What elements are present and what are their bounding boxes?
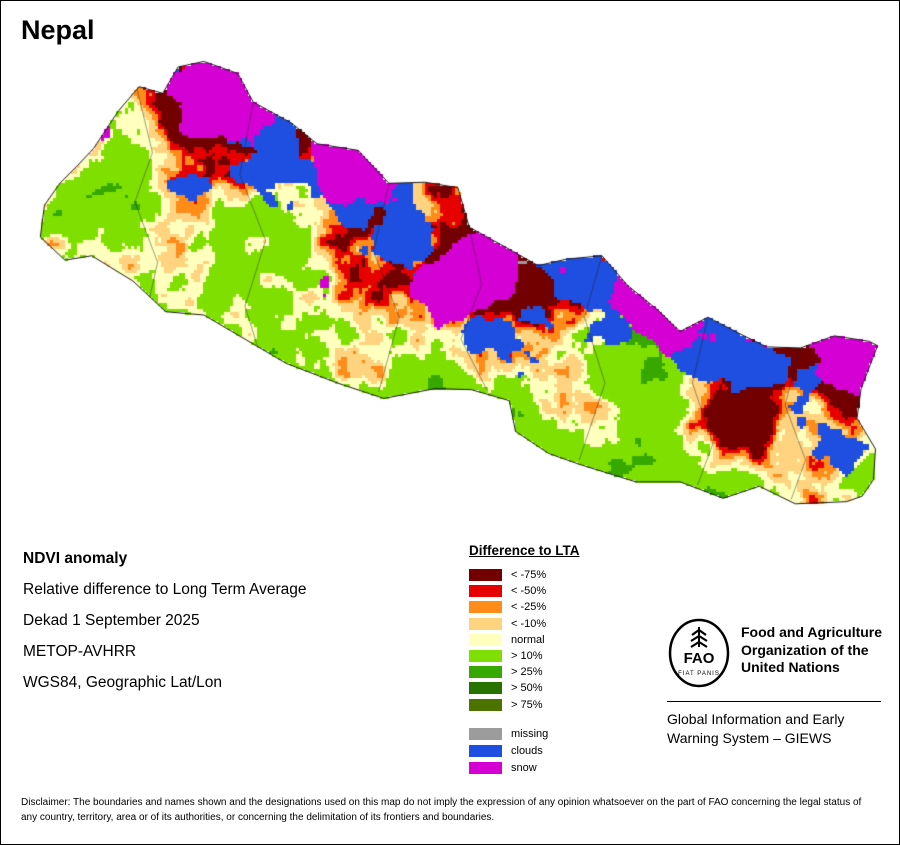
legend-title: Difference to LTA bbox=[469, 543, 580, 558]
fao-logo: FAO FIAT PANIS bbox=[667, 617, 731, 689]
product-description: Relative difference to Long Term Average bbox=[23, 581, 307, 598]
legend-label: > 75% bbox=[511, 698, 543, 711]
legend-item: > 25% bbox=[469, 664, 580, 680]
giews-line: Global Information and Early bbox=[667, 711, 845, 727]
legend-swatch bbox=[469, 762, 502, 775]
legend-swatch bbox=[469, 585, 502, 598]
legend-item: < -50% bbox=[469, 583, 580, 599]
disclaimer: Disclaimer: The boundaries and names sho… bbox=[21, 797, 862, 823]
product-sensor: METOP-AVHRR bbox=[23, 643, 137, 660]
legend-swatch bbox=[469, 745, 502, 758]
giews-line: Warning System – GIEWS bbox=[667, 730, 832, 746]
fao-emblem-icon: FAO FIAT PANIS bbox=[668, 618, 730, 688]
fao-org-line: Organization of the bbox=[741, 641, 869, 658]
legend-swatch bbox=[469, 617, 502, 630]
legend-label: < -50% bbox=[511, 585, 547, 598]
fao-org-name: Food and Agriculture Organization of the… bbox=[741, 624, 882, 677]
legend: Difference to LTA < -75% < -50% < -25% <… bbox=[469, 543, 580, 777]
legend-label: < -25% bbox=[511, 601, 547, 614]
legend-label: missing bbox=[511, 728, 549, 741]
legend-label: normal bbox=[511, 633, 545, 646]
fao-org-line: United Nations bbox=[741, 659, 840, 675]
legend-item: < -75% bbox=[469, 567, 580, 583]
fao-org-line: Food and Agriculture bbox=[741, 624, 883, 640]
legend-swatch bbox=[469, 601, 502, 614]
legend-label: < -75% bbox=[511, 569, 547, 582]
legend-swatch bbox=[469, 666, 502, 679]
legend-label: snow bbox=[511, 762, 537, 775]
fao-logo-motto: FIAT PANIS bbox=[678, 671, 720, 677]
legend-label: < -10% bbox=[511, 617, 547, 630]
product-projection: WGS84, Geographic Lat/Lon bbox=[23, 674, 223, 691]
country-title: Nepal bbox=[21, 15, 95, 45]
legend-item: snow bbox=[469, 760, 580, 777]
product-info: NDVI anomaly Relative difference to Long… bbox=[23, 543, 307, 698]
product-name: NDVI anomaly bbox=[23, 550, 128, 567]
legend-label: > 25% bbox=[511, 666, 543, 679]
giews-name: Global Information and Early Warning Sys… bbox=[667, 710, 844, 748]
legend-item: < -10% bbox=[469, 616, 580, 632]
legend-item: missing bbox=[469, 726, 580, 743]
legend-swatch bbox=[469, 633, 502, 646]
nepal-ndvi-raster-map bbox=[1, 1, 899, 531]
legend-item: > 75% bbox=[469, 697, 580, 713]
legend-item: normal bbox=[469, 632, 580, 648]
legend-swatch bbox=[469, 569, 502, 582]
legend-item: > 50% bbox=[469, 680, 580, 696]
legend-label: clouds bbox=[511, 745, 543, 758]
fao-logo-text: FAO bbox=[684, 650, 715, 667]
legend-swatch bbox=[469, 728, 502, 741]
legend-swatch bbox=[469, 698, 502, 711]
legend-label: > 50% bbox=[511, 682, 543, 695]
legend-item: clouds bbox=[469, 743, 580, 760]
legend-swatch bbox=[469, 650, 502, 663]
footer-divider bbox=[667, 701, 881, 702]
legend-spacer bbox=[469, 713, 580, 726]
legend-item: > 10% bbox=[469, 648, 580, 664]
product-dekad: Dekad 1 September 2025 bbox=[23, 612, 200, 629]
legend-item: < -25% bbox=[469, 599, 580, 615]
legend-swatch bbox=[469, 682, 502, 695]
legend-label: > 10% bbox=[511, 650, 543, 663]
